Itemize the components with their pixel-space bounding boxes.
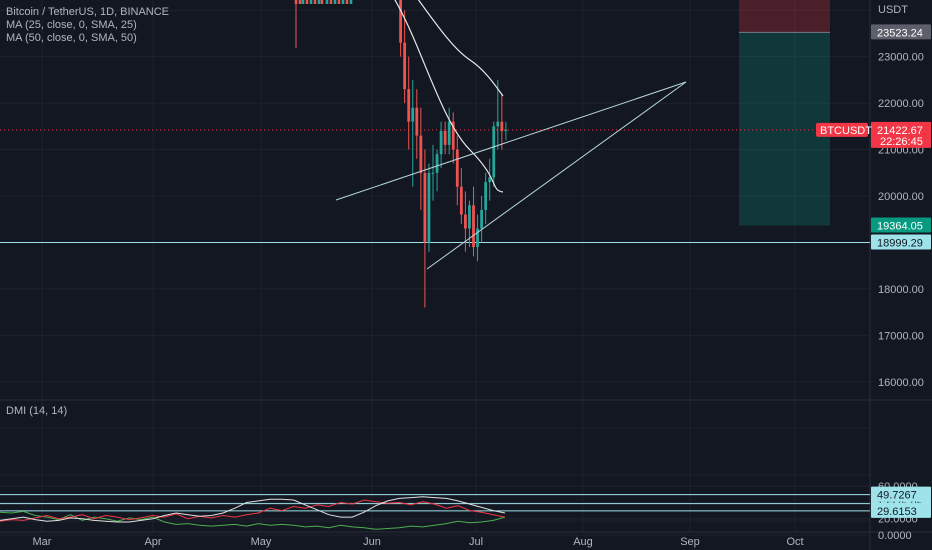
time-tick-label: Mar bbox=[33, 536, 52, 548]
candle-body bbox=[403, 42, 407, 90]
price-tick-label: 17000.00 bbox=[878, 330, 924, 342]
symbol-tag-bg bbox=[816, 122, 868, 137]
reward-zone bbox=[739, 32, 830, 226]
level1-price-label: 18999.29 bbox=[877, 237, 923, 249]
candle bbox=[333, 0, 337, 4]
ma25-line bbox=[394, 0, 504, 193]
wedge-upper-trendline bbox=[335, 81, 687, 201]
risk-zone bbox=[739, 0, 830, 33]
candle-body bbox=[459, 186, 463, 215]
candle bbox=[341, 0, 345, 4]
candle-body bbox=[464, 214, 467, 229]
price-tick-label: 16000.00 bbox=[878, 377, 924, 389]
adx-line bbox=[0, 496, 506, 523]
dmi-level2-label-bg bbox=[871, 502, 931, 518]
price-tick-label: 22000.00 bbox=[878, 98, 924, 110]
dmi-level2-label: 29.6153 bbox=[877, 506, 917, 518]
candle-body bbox=[451, 121, 455, 150]
candle-body bbox=[496, 121, 500, 127]
legend-title: Bitcoin / TetherUS, 1D, BINANCE bbox=[6, 6, 170, 18]
candle-body bbox=[411, 107, 415, 122]
candle-body bbox=[455, 149, 459, 187]
price-tick-label: 20000.00 bbox=[878, 191, 924, 203]
dmi-minus-line bbox=[0, 499, 506, 522]
main-legend: Bitcoin / TetherUS, 1D, BINANCE MA (25, … bbox=[6, 6, 169, 45]
candle-body bbox=[435, 154, 439, 173]
dmi-level1-label-bg bbox=[871, 486, 931, 502]
candle-body bbox=[407, 89, 411, 122]
candle-body bbox=[439, 130, 443, 155]
price-tick-label: 18000.00 bbox=[878, 284, 924, 296]
candle bbox=[345, 0, 349, 4]
dmi-level1-label: 49.7267 bbox=[877, 490, 917, 502]
candle bbox=[301, 0, 305, 4]
candle bbox=[325, 0, 329, 4]
target-price-label: 19364.05 bbox=[877, 221, 923, 233]
candle-body bbox=[484, 182, 488, 210]
legend-ma50: MA (50, close, 0, SMA, 50) bbox=[6, 32, 137, 44]
legend-ma25: MA (25, close, 0, SMA, 25) bbox=[6, 19, 137, 31]
time-tick-label: Sep bbox=[680, 536, 700, 548]
candle-body bbox=[427, 172, 431, 243]
candle-body bbox=[399, 0, 402, 43]
time-tick-label: Jul bbox=[469, 536, 483, 548]
time-tick-label: Apr bbox=[144, 536, 161, 548]
symbol-tag: BTCUSDT bbox=[820, 125, 872, 137]
countdown-label: 22:26:45 bbox=[880, 136, 923, 148]
candle-body bbox=[415, 107, 419, 136]
time-tick-label: May bbox=[251, 536, 272, 548]
time-tick-label: Jun bbox=[363, 536, 381, 548]
time-tick-label: Oct bbox=[786, 536, 803, 548]
candle-body bbox=[504, 129, 508, 131]
candle bbox=[337, 0, 341, 4]
candle-body bbox=[476, 228, 479, 248]
candle-body bbox=[480, 209, 483, 229]
dmi-tick-label: 0.0000 bbox=[878, 530, 912, 542]
entry-price-label-bg bbox=[871, 24, 931, 40]
candle bbox=[349, 0, 353, 4]
candle bbox=[317, 0, 321, 4]
dmi-legend: DMI (14, 14) bbox=[6, 405, 67, 418]
dmi-plus-line bbox=[0, 510, 506, 530]
candle bbox=[313, 0, 317, 4]
candle bbox=[320, 0, 324, 4]
candle-body bbox=[419, 135, 423, 173]
candle-body bbox=[431, 172, 435, 174]
time-tick-label: Aug bbox=[573, 536, 593, 548]
level1-price-label-bg bbox=[871, 234, 931, 250]
legend-dmi: DMI (14, 14) bbox=[6, 405, 68, 417]
candle-body bbox=[500, 121, 504, 131]
candle-body bbox=[423, 172, 427, 243]
candle bbox=[298, 0, 302, 4]
candle bbox=[305, 0, 309, 4]
candle bbox=[329, 0, 333, 4]
entry-price-label: 23523.24 bbox=[877, 27, 923, 39]
candle bbox=[309, 0, 313, 4]
price-axis-unit: USDT bbox=[878, 4, 908, 16]
candle-body bbox=[492, 126, 496, 178]
candle-body bbox=[468, 205, 471, 229]
ma50-line bbox=[417, 0, 504, 97]
price-tick-label: 23000.00 bbox=[878, 52, 924, 64]
wedge-lower-trendline bbox=[426, 81, 687, 270]
target-price-label-bg bbox=[871, 217, 931, 233]
last-price-label-bg bbox=[871, 121, 931, 148]
candle-body bbox=[488, 177, 492, 183]
last-price-label: 21422.67 bbox=[877, 125, 923, 137]
candle-body bbox=[447, 121, 451, 145]
candle-body bbox=[443, 130, 447, 145]
candle-body bbox=[472, 205, 475, 248]
